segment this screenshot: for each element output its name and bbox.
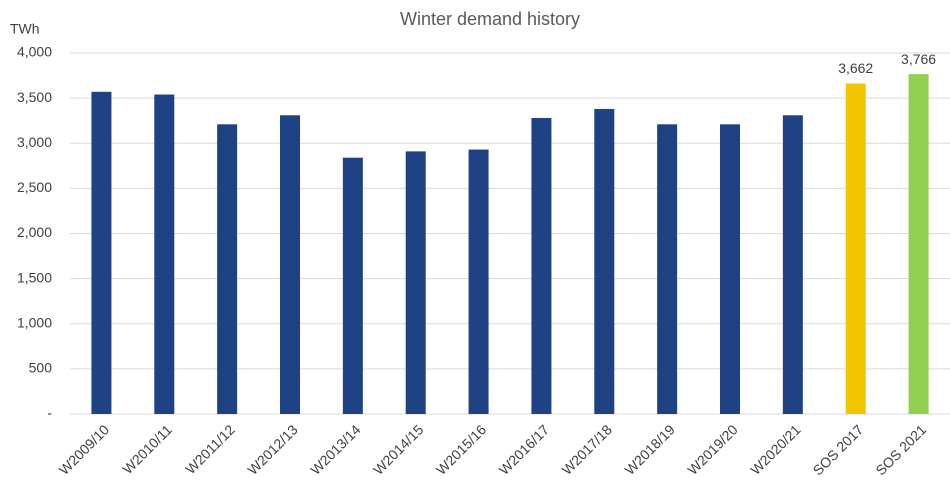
x-tick-label: W2009/10 — [56, 421, 113, 478]
bar — [91, 91, 112, 415]
y-tick-label: 2,000 — [17, 224, 52, 240]
y-tick-label: 4,000 — [17, 44, 52, 60]
bar — [154, 94, 175, 414]
x-tick-label: W2017/18 — [559, 421, 616, 478]
y-tick-label: 3,500 — [17, 89, 52, 105]
x-tick-label: W2018/19 — [621, 421, 678, 478]
bar — [720, 124, 740, 415]
y-tick-label: 1,000 — [17, 314, 52, 330]
x-tick-label: W2019/20 — [684, 421, 741, 478]
x-tick-label: W2020/21 — [747, 421, 804, 478]
y-tick-label: - — [47, 405, 52, 421]
x-tick-label: W2014/15 — [370, 421, 427, 478]
x-tick-label: SOS 2017 — [809, 421, 866, 478]
x-tick-label: W2015/16 — [433, 421, 490, 478]
bar — [468, 149, 489, 414]
bar — [594, 108, 615, 414]
data-label: 3,662 — [838, 60, 873, 76]
y-tick-label: 1,500 — [17, 269, 52, 285]
bar — [405, 151, 426, 414]
bar — [342, 157, 363, 414]
y-tick-label: 2,500 — [17, 179, 52, 195]
x-tick-label: SOS 2021 — [872, 421, 929, 478]
x-tick-label: W2010/11 — [119, 421, 175, 477]
x-tick-label: W2013/14 — [307, 421, 364, 478]
y-tick-label: 3,000 — [17, 134, 52, 150]
y-axis-label: TWh — [10, 21, 40, 37]
chart-title: Winter demand history — [400, 9, 580, 29]
x-tick-label: W2012/13 — [244, 421, 301, 478]
bar — [908, 74, 929, 414]
bar — [531, 117, 552, 414]
data-label: 3,766 — [901, 51, 936, 67]
x-tick-label: W2011/12 — [182, 421, 238, 477]
bar — [782, 115, 803, 415]
x-tick-label: W2016/17 — [496, 421, 553, 478]
bar — [217, 124, 238, 415]
bar — [845, 83, 866, 414]
bar — [280, 115, 300, 415]
y-tick-label: 500 — [29, 360, 53, 376]
bar — [657, 124, 678, 415]
